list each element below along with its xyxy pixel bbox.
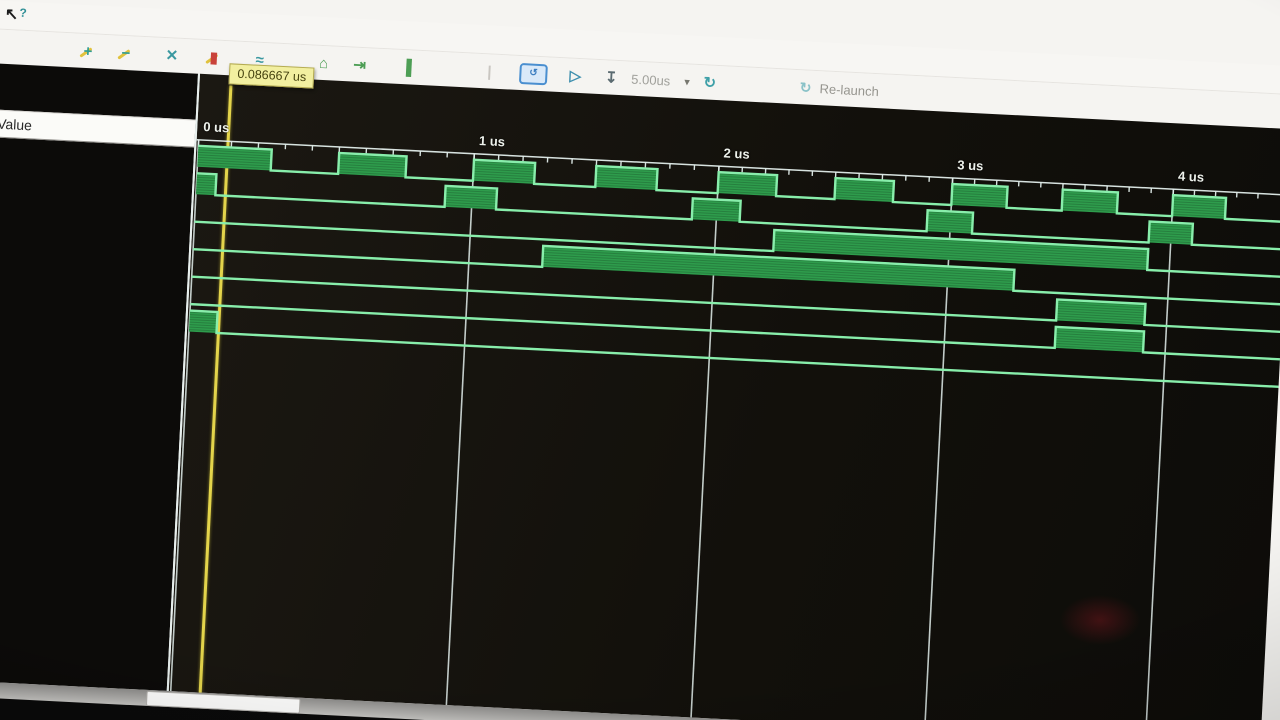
run-time-value[interactable]: 5.00us [630,71,671,89]
ruler-label: 4 us [1177,168,1205,185]
select-cursor-icon[interactable]: ↖? [4,5,28,26]
toolbar-separator: | [479,61,500,82]
main-area: Value 0.086667 us 0 us 1 us 2 us 3 us 4 us [0,63,1280,720]
value-column-header[interactable]: Value [0,109,196,148]
go-to-time-end-icon-glyph: ⇥ [352,56,367,74]
signal-name-panel: Value [0,63,198,691]
toolbar-separator-glyph: | [486,62,493,81]
relaunch-icon-glyph: ↻ [799,79,812,96]
waveform-signal-0 [197,144,1280,229]
ruler-label: 1 us [478,133,506,150]
step-icon-glyph: ↻ [703,73,717,92]
waveform-signal-3 [193,244,1280,311]
select-cursor-icon-glyph: ↖ [4,5,19,24]
restart-icon[interactable]: ↺ [518,62,548,85]
grid-lines [169,139,1175,720]
run-time-dropdown-icon[interactable]: ▾ [683,75,691,89]
relaunch-icon[interactable]: ↻ [795,77,816,98]
run-for-time-icon-glyph: ↧ [604,68,619,87]
zoom-in-icon-glyph: + [83,42,93,60]
zoom-to-cursor-icon-glyph: ▮ [209,48,219,67]
ruler-label: 3 us [956,157,984,174]
time-ruler [196,138,1280,201]
go-to-time-end-icon[interactable]: ⇥ [349,54,370,75]
value-column-label: Value [0,115,33,134]
relaunch-label[interactable]: Re-launch [819,80,880,99]
zoom-in-icon[interactable]: + [78,41,99,62]
restart-icon-glyph: ↺ [528,67,538,79]
waveform-signal-5 [190,302,1280,366]
ruler-label: 2 us [723,145,751,162]
run-for-time-icon[interactable]: ↧ [601,67,622,88]
run-all-icon-glyph: ▷ [569,67,582,85]
waveform-canvas[interactable] [169,74,1280,720]
waveform-style-icon-glyph: ≈ [255,51,265,69]
add-marker-icon-glyph: ▌ [405,58,418,77]
waveform-signal-6 [188,309,1280,393]
waveform-signal-2 [194,220,1280,284]
zoom-fit-icon[interactable]: ✕ [161,45,182,66]
zoom-to-cursor-icon[interactable]: ▮ [203,47,224,68]
step-icon[interactable]: ↻ [699,72,720,93]
help-question-glyph: ? [19,5,28,20]
waveform-signal-4 [191,275,1280,338]
waveform-panel: 0.086667 us 0 us 1 us 2 us 3 us 4 us [166,63,1280,720]
go-to-time-zero-icon[interactable]: ⌂ [313,53,334,74]
waveform-signal-1 [195,172,1280,256]
ruler-label: 0 us [202,119,230,136]
go-to-time-zero-icon-glyph: ⌂ [318,54,329,72]
zoom-fit-icon-glyph: ✕ [165,46,179,65]
zoom-out-icon-glyph: − [121,44,131,62]
run-all-icon[interactable]: ▷ [565,65,586,86]
zoom-out-icon[interactable]: − [115,43,136,64]
add-marker-icon[interactable]: ▌ [401,57,422,78]
